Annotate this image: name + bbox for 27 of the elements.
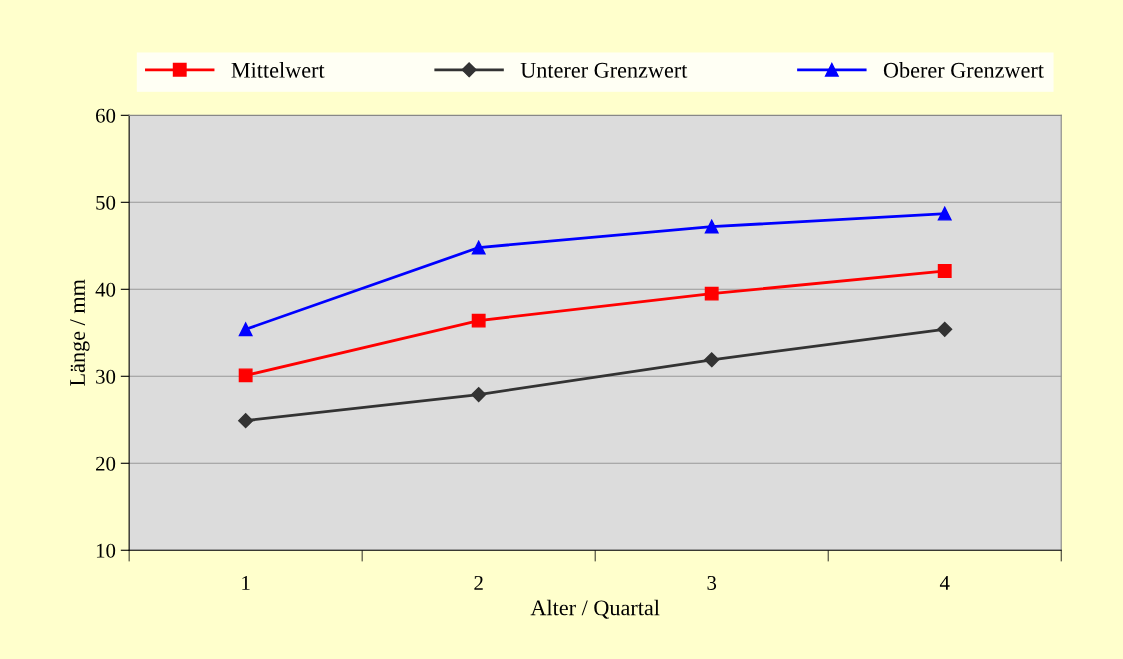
point: [937, 321, 953, 337]
point: [238, 322, 253, 337]
legend-label: Mittelwert: [231, 62, 325, 78]
point: [471, 386, 487, 403]
point: [937, 206, 952, 221]
y-tick-label: 10: [96, 543, 116, 558]
legend-label: Oberer Grenzwert: [883, 62, 1044, 78]
point: [238, 368, 253, 383]
x-tick-label: 2: [474, 575, 483, 590]
point: [471, 240, 486, 255]
point: [704, 286, 719, 301]
y-tick-label: 20: [96, 456, 116, 471]
point: [704, 219, 719, 234]
legend-label: Unterer Grenzwert: [520, 62, 688, 78]
y-tick-label: 40: [95, 282, 116, 297]
y-tick-label: 50: [96, 195, 116, 210]
x-tick-label: 3: [707, 575, 717, 590]
point: [937, 264, 952, 278]
y-tick-label: 30: [96, 369, 116, 384]
x-tick-label: 4: [939, 576, 950, 590]
y-tick-label: 60: [96, 108, 116, 123]
point: [471, 313, 486, 328]
point: [238, 413, 254, 429]
y-axis-title: Länge / mm: [70, 279, 90, 386]
point: [704, 352, 720, 368]
x-tick-label: 1: [242, 575, 250, 590]
x-axis-title: Alter / Quartal: [530, 599, 660, 619]
